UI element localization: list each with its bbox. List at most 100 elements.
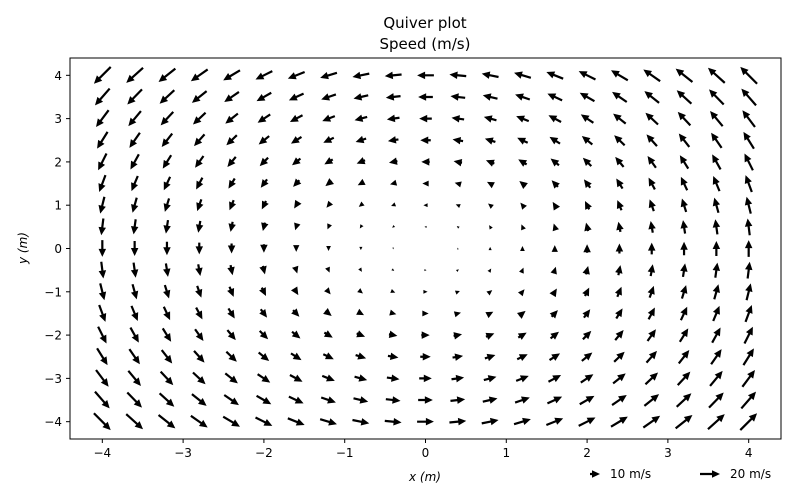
quiver-arrow — [352, 71, 370, 80]
quiver-arrow — [98, 240, 107, 257]
quiver-arrow — [552, 223, 559, 232]
quiver-arrow — [287, 417, 305, 426]
quiver-arrow — [159, 89, 176, 104]
quiver-arrow — [293, 178, 302, 187]
quiver-arrow — [582, 330, 592, 341]
quiver-arrow — [451, 374, 465, 383]
quiver-arrow — [389, 309, 397, 316]
quiver-arrow — [614, 330, 624, 341]
quiver-arrow — [127, 88, 143, 105]
quiver-arrow — [261, 200, 269, 210]
quiver-arrow — [161, 132, 174, 147]
quiver-arrow — [740, 391, 757, 410]
quiver-arrow — [580, 114, 594, 124]
quiver-arrow — [97, 131, 109, 149]
quiver-arrow — [744, 196, 753, 214]
quiver-arrow — [127, 370, 141, 386]
quiver-arrow — [354, 374, 368, 382]
quiver-arrow — [131, 175, 139, 192]
quiver-arrow — [327, 223, 332, 230]
quiver-arrow — [417, 417, 434, 426]
quiver-arrow — [513, 417, 531, 426]
quiver-arrow — [615, 308, 623, 320]
quiver-arrow — [388, 157, 398, 165]
quiver-arrow — [260, 178, 269, 188]
quiver-arrow — [196, 177, 204, 190]
y-tick-label: 2 — [54, 155, 62, 169]
chart-subtitle: Speed (m/s) — [380, 35, 471, 53]
quiver-key-label: 10 m/s — [610, 467, 651, 481]
quiver-arrow — [323, 330, 333, 338]
quiver-arrow — [615, 265, 623, 276]
quiver-arrow — [192, 111, 207, 125]
y-tick-label: 1 — [54, 199, 62, 213]
quiver-arrow — [449, 417, 467, 426]
quiver-arrow — [323, 135, 335, 143]
quiver-arrow — [517, 289, 525, 297]
quiver-arrow — [325, 178, 334, 187]
quiver-arrow — [194, 133, 206, 147]
quiver-arrow — [424, 225, 427, 228]
quiver-arrow — [163, 198, 171, 212]
quiver-arrow — [98, 283, 107, 301]
quiver-arrow — [359, 246, 363, 251]
quiver-arrow — [451, 115, 465, 123]
quiver-arrow — [483, 115, 497, 123]
quiver-arrow — [191, 393, 207, 406]
quiver-arrow — [322, 114, 336, 122]
quiver-arrow — [321, 93, 337, 101]
quiver-arrow — [582, 309, 591, 319]
quiver-arrow — [453, 332, 463, 340]
quiver-arrow — [517, 332, 527, 340]
quiver-arrow — [193, 350, 205, 363]
x-tick-label: 1 — [502, 446, 510, 460]
quiver-arrow — [356, 308, 365, 316]
quiver-arrow — [584, 222, 592, 232]
quiver-arrow — [712, 284, 720, 300]
quiver-arrow — [517, 137, 529, 145]
quiver-arrow — [610, 416, 628, 428]
quiver-arrow — [387, 136, 399, 144]
quiver-arrow — [229, 199, 237, 211]
quiver-arrow — [616, 221, 624, 233]
y-tick-label: 0 — [54, 242, 62, 256]
quiver-arrow — [392, 247, 394, 250]
quiver-arrow — [227, 243, 236, 254]
quiver-arrow — [515, 375, 529, 383]
quiver-arrow — [680, 241, 688, 256]
quiver-arrow — [130, 240, 139, 257]
quiver-arrow — [195, 264, 203, 277]
quiver-arrow — [419, 374, 432, 383]
quiver-arrow — [260, 244, 268, 253]
quiver-arrow — [614, 286, 622, 298]
quiver-arrow — [647, 307, 655, 320]
quiver-arrow — [744, 240, 753, 257]
quiver-arrow — [514, 71, 532, 79]
quiver-arrow — [645, 112, 659, 126]
quiver-arrow — [707, 67, 726, 84]
quiver-arrow — [648, 220, 656, 233]
quiver-arrow — [484, 353, 496, 362]
quiver-arrow — [325, 266, 330, 273]
quiver-arrow — [357, 288, 363, 294]
quiver-arrow — [422, 310, 429, 317]
x-tick-label: 2 — [583, 446, 591, 460]
x-tick-label: −4 — [93, 446, 111, 460]
quiver-arrow — [709, 89, 725, 106]
quiver-arrows — [93, 66, 758, 431]
quiver-arrow — [520, 245, 525, 252]
quiver-arrow — [519, 267, 524, 274]
quiver-arrow — [258, 330, 269, 340]
quiver-arrow — [353, 93, 369, 101]
quiver-arrow — [745, 261, 753, 279]
quiver-arrow — [677, 350, 690, 365]
quiver-arrow — [291, 330, 301, 339]
quiver-arrow — [488, 203, 494, 209]
quiver-arrow — [489, 225, 493, 230]
quiver-arrow — [126, 391, 142, 408]
quiver-arrow — [290, 286, 299, 296]
quiver-arrow — [545, 417, 564, 427]
quiver-arrow — [95, 369, 109, 387]
quiver-arrow — [93, 66, 112, 84]
y-tick-label: −3 — [44, 372, 62, 386]
